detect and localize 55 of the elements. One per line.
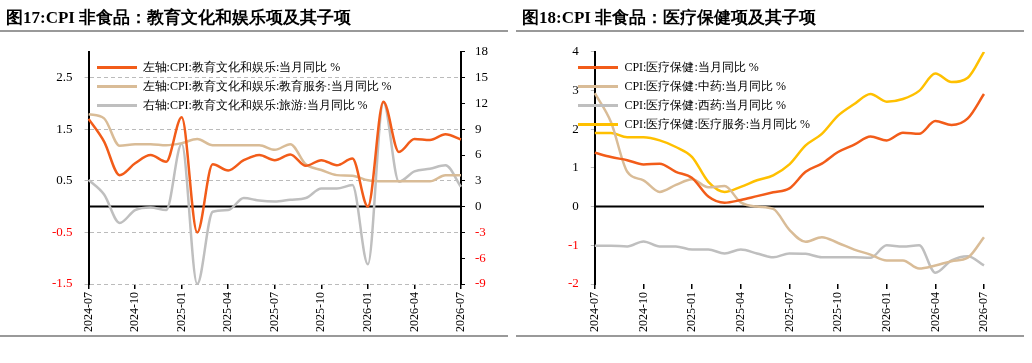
y2-tick-label: 9 xyxy=(475,120,482,136)
y2-tick-label: 3 xyxy=(475,172,482,188)
y2-tick-label: 0 xyxy=(475,198,482,214)
line-series xyxy=(593,240,986,275)
y2-tick-label: 15 xyxy=(475,69,488,85)
y2-tick-label: -3 xyxy=(475,223,486,239)
y2-tick-label: 18 xyxy=(475,43,488,59)
x-tick-label: 2026-01 xyxy=(878,292,893,332)
x-tick-label: 2025-04 xyxy=(732,292,747,332)
chart-title: 图17:CPI 非食品：教育文化和娱乐项及其子项 xyxy=(0,0,508,32)
y-tick-label: 3 xyxy=(572,81,579,97)
x-tick-label: 2025-07 xyxy=(266,292,281,332)
y-tick-label: -0.5 xyxy=(51,223,73,239)
line-series xyxy=(87,112,463,183)
y2-tick-label: -6 xyxy=(475,249,487,265)
x-tick-label: 2024-07 xyxy=(586,292,601,332)
y-tick-label: 1.5 xyxy=(56,120,73,136)
x-tick-label: 2025-10 xyxy=(830,292,845,332)
y-tick-label: -1.5 xyxy=(51,275,73,291)
x-tick-label: 2024-10 xyxy=(127,292,142,332)
x-tick-label: 2026-04 xyxy=(406,292,421,332)
line-series xyxy=(593,92,986,204)
legend-label: CPI:医疗保健:西药:当月同比 % xyxy=(624,96,787,114)
x-tick-label: 2025-10 xyxy=(313,292,328,332)
line-series xyxy=(593,91,986,270)
x-tick-label: 2025-01 xyxy=(173,292,188,332)
x-tick-label: 2026-07 xyxy=(453,292,468,332)
x-tick-label: 2025-04 xyxy=(220,292,235,332)
y2-tick-label: 6 xyxy=(475,146,482,162)
line-series xyxy=(87,100,463,234)
y-tick-label: 4 xyxy=(572,43,580,59)
y-tick-label: -2 xyxy=(567,275,579,291)
legend-label: CPI:医疗保健:当月同比 % xyxy=(624,58,759,76)
x-tick-label: 2025-07 xyxy=(781,292,796,332)
x-tick-label: 2024-10 xyxy=(635,292,650,332)
x-tick-label: 2026-01 xyxy=(360,292,375,332)
y-tick-label: -1 xyxy=(567,236,579,252)
x-tick-label: 2026-07 xyxy=(976,292,991,332)
y-tick-label: 1 xyxy=(572,159,579,175)
legend-label: 左轴:CPI:教育文化和娱乐:教育服务:当月同比 % xyxy=(142,77,392,95)
y-tick-label: 0.5 xyxy=(56,172,73,188)
legend-label: CPI:医疗保健:医疗服务:当月同比 % xyxy=(624,115,811,133)
legend-label: CPI:医疗保健:中药:当月同比 % xyxy=(624,77,787,95)
legend-label: 左轴:CPI:教育文化和娱乐:当月同比 % xyxy=(142,58,341,76)
y-tick-label: 0 xyxy=(572,198,579,214)
chart-title: 图18:CPI 非食品：医疗保健项及其子项 xyxy=(516,0,1024,32)
line-series xyxy=(593,51,986,194)
x-tick-label: 2024-07 xyxy=(80,292,95,332)
y-tick-label: 2 xyxy=(572,120,579,136)
y2-tick-label: 12 xyxy=(475,94,488,110)
y-tick-label: 2.5 xyxy=(56,69,73,85)
x-tick-label: 2025-01 xyxy=(684,292,699,332)
x-tick-label: 2026-04 xyxy=(927,292,942,332)
legend-label: 右轴:CPI:教育文化和娱乐:旅游:当月同比 % xyxy=(142,96,368,114)
y2-tick-label: -9 xyxy=(475,275,486,291)
